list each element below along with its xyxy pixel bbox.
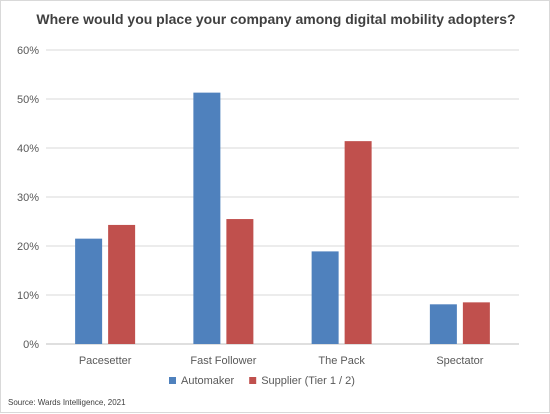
y-tick-label: 60%: [17, 45, 39, 57]
chart-title: Where would you place your company among…: [36, 11, 516, 27]
source-note: Source: Wards Intelligence, 2021: [8, 398, 126, 407]
y-tick-label: 40%: [17, 143, 39, 155]
bar-supplier: [344, 141, 372, 344]
x-tick-label: The Pack: [318, 355, 365, 367]
bar-automaker: [75, 238, 103, 344]
legend-label: Automaker: [181, 375, 235, 387]
y-tick-label: 50%: [17, 94, 39, 106]
bar-automaker: [311, 251, 339, 344]
bar-supplier: [462, 302, 490, 344]
bar-supplier: [226, 219, 254, 344]
y-tick-label: 10%: [17, 290, 39, 302]
x-tick-label: Pacesetter: [79, 355, 132, 367]
bar-supplier: [108, 224, 136, 344]
y-tick-label: 20%: [17, 241, 39, 253]
y-tick-label: 0%: [23, 339, 39, 351]
bar-automaker: [193, 92, 221, 344]
x-tick-label: Fast Follower: [190, 355, 256, 367]
legend-swatch: [169, 377, 176, 384]
bar-automaker: [429, 304, 457, 344]
x-tick-label: Spectator: [436, 355, 483, 367]
legend-swatch: [249, 377, 257, 384]
y-tick-label: 30%: [17, 192, 39, 204]
legend-label: Supplier (Tier 1 / 2): [261, 375, 355, 387]
